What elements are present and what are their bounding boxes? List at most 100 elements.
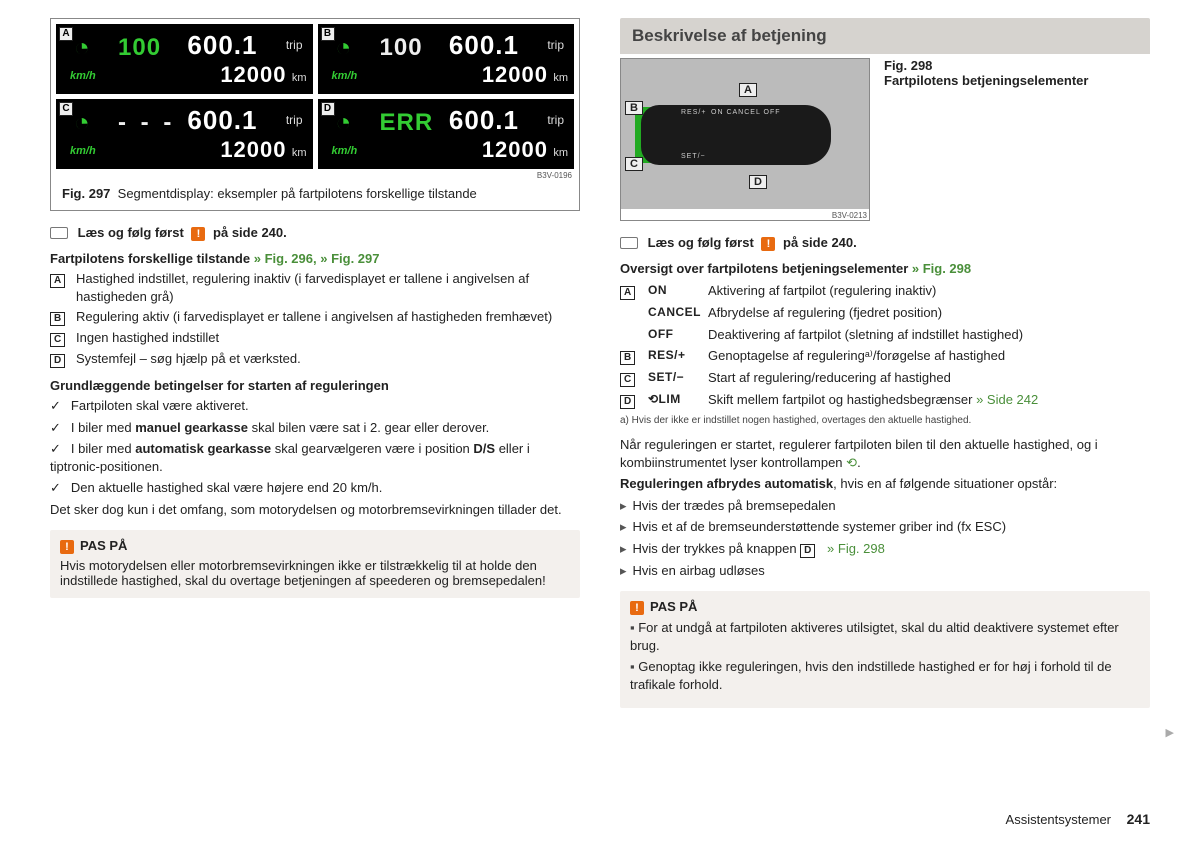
ref-fig297[interactable]: » Fig. 297 <box>320 251 379 266</box>
stalk-illustration: RES/+ ON CANCEL OFF SET/− A B C D <box>621 59 869 209</box>
condition-item: Fartpiloten skal være aktiveret. <box>50 397 580 415</box>
read-pre: Læs og følg først <box>648 235 754 250</box>
state-item: DSystemfejl – søg hjælp på et værksted. <box>50 350 580 368</box>
figure-298: RES/+ ON CANCEL OFF SET/− A B C D B3V-02… <box>620 58 870 221</box>
ctrl-desc: Aktivering af fartpilot (regulering inak… <box>708 282 1150 300</box>
ctrl-desc: Deaktivering af fartpilot (sletning af i… <box>708 326 1150 344</box>
break-item: Hvis en airbag udløses <box>620 562 1150 580</box>
warning-title-text: PAS PÅ <box>80 538 127 553</box>
overview-title-text: Oversigt over fartpilotens betjeningsele… <box>620 261 908 276</box>
warn-icon: ! <box>630 601 644 615</box>
read-post: på side 240. <box>213 225 287 240</box>
read-pre: Læs og følg først <box>78 225 184 240</box>
conditions-tail: Det sker dog kun i det omfang, som motor… <box>50 501 580 519</box>
states-title: Fartpilotens forskellige tilstande » Fig… <box>50 251 580 266</box>
ctrl-box: D <box>620 391 648 409</box>
figure-298-caption: Fig. 298 Fartpilotens betjeningselemente… <box>884 58 1150 221</box>
page-footer: Assistentsystemer 241 <box>1006 811 1150 827</box>
condition-item: Den aktuelle hastighed skal være højere … <box>50 479 580 497</box>
warning-title: ! PAS PÅ <box>60 538 570 554</box>
mark-d: D <box>749 175 767 189</box>
figure-297-caption: Fig. 297 Segmentdisplay: eksempler på fa… <box>56 180 574 205</box>
warn-item: Genoptag ikke reguleringen, hvis den ind… <box>630 658 1140 693</box>
ctrl-label: RES/+ <box>648 347 708 365</box>
stalk-oncancel: ON CANCEL OFF <box>711 109 781 116</box>
figure-298-wrap: RES/+ ON CANCEL OFF SET/− A B C D B3V-02… <box>620 58 1150 221</box>
states-list: AHastighed indstillet, regulering inakti… <box>50 270 580 368</box>
ctrl-label: SET/− <box>648 369 708 387</box>
overview-title: Oversigt over fartpilotens betjeningsele… <box>620 261 1150 276</box>
ref-fig296[interactable]: » Fig. 296, <box>254 251 317 266</box>
warning-title: ! PAS PÅ <box>630 599 1140 615</box>
ctrl-desc: Genoptagelse af reguleringᵃ⁾/forøgelse a… <box>708 347 1150 365</box>
conditions-title: Grundlæggende betingelser for starten af… <box>50 378 580 393</box>
ctrl-desc: Skift mellem fartpilot og hastighedsbegr… <box>708 391 1150 409</box>
fig-number: Fig. 297 <box>62 186 110 201</box>
break-item: Hvis der trykkes på knappen D » Fig. 298 <box>620 540 1150 558</box>
stalk-set: SET/− <box>681 153 706 160</box>
ctrl-desc: Afbrydelse af regulering (fjedret positi… <box>708 304 1150 322</box>
condition-item: I biler med automatisk gearkasse skal ge… <box>50 440 580 475</box>
states-title-text: Fartpilotens forskellige tilstande <box>50 251 250 266</box>
page-columns: A◔km/h100600.1trip12000kmB◔km/h100600.1t… <box>50 18 1150 708</box>
footer-page: 241 <box>1127 811 1150 827</box>
state-item: BRegulering aktiv (i farvedisplayet er t… <box>50 308 580 326</box>
ctrl-label: ⟲LIM <box>648 391 708 409</box>
ref-fig298[interactable]: » Fig. 298 <box>912 261 971 276</box>
warn-icon: ! <box>60 540 74 554</box>
overview-footnote: a) Hvis der ikke er indstillet nogen has… <box>620 415 1150 426</box>
mark-a: A <box>739 83 757 97</box>
warning-right: ! PAS PÅ For at undgå at fartpiloten akti… <box>620 591 1150 707</box>
warn-item: For at undgå at fartpiloten aktiveres ut… <box>630 619 1140 654</box>
lcd-panel-A: A◔km/h100600.1trip12000km <box>56 24 313 94</box>
ctrl-box: A <box>620 282 648 300</box>
break-item: Hvis der trædes på bremsepedalen <box>620 497 1150 515</box>
book-icon <box>50 227 68 239</box>
warn-icon: ! <box>191 227 205 241</box>
fig-caption-text: Segmentdisplay: eksempler på fartpiloten… <box>118 186 477 201</box>
ctrl-label: OFF <box>648 326 708 344</box>
mark-b: B <box>625 101 643 115</box>
ctrl-box <box>620 326 648 344</box>
mark-c: C <box>625 157 643 171</box>
ctrl-label: ON <box>648 282 708 300</box>
body-p2: Reguleringen afbrydes automatisk, hvis e… <box>620 475 1150 493</box>
fig298-title: Fartpilotens betjeningselementer <box>884 73 1150 88</box>
right-column: Beskrivelse af betjening RES/+ ON CANCEL… <box>620 18 1150 708</box>
lcd-panel-D: D◔km/hERR600.1trip12000km <box>318 99 575 169</box>
stalk-res: RES/+ <box>681 109 706 116</box>
warning-title-text: PAS PÅ <box>650 599 697 614</box>
book-icon <box>620 237 638 249</box>
warning-items: For at undgå at fartpiloten aktiveres ut… <box>630 619 1140 693</box>
read-first-right: Læs og følg først ! på side 240. <box>620 235 1150 251</box>
ctrl-box <box>620 304 648 322</box>
break-conditions: Hvis der trædes på bremsepedalen Hvis et … <box>620 497 1150 580</box>
read-post: på side 240. <box>783 235 857 250</box>
controls-table: AONAktivering af fartpilot (regulering i… <box>620 282 1150 409</box>
read-first-left: Læs og følg først ! på side 240. <box>50 225 580 241</box>
fig298-code: B3V-0213 <box>621 209 869 220</box>
figure-code: B3V-0196 <box>56 169 574 180</box>
break-item: Hvis et af de bremseunderstøttende syste… <box>620 518 1150 536</box>
warning-text: Hvis motorydelsen eller motorbremsevirkn… <box>60 558 570 588</box>
state-item: CIngen hastighed indstillet <box>50 329 580 347</box>
footer-section: Assistentsystemer <box>1006 812 1111 827</box>
ctrl-label: CANCEL <box>648 304 708 322</box>
conditions-list: Fartpiloten skal være aktiveret. I biler … <box>50 397 580 497</box>
ctrl-desc: Start af regulering/reducering af hastig… <box>708 369 1150 387</box>
lcd-panel-C: C◔km/h- - -600.1trip12000km <box>56 99 313 169</box>
warning-left: ! PAS PÅ Hvis motorydelsen eller motorbre… <box>50 530 580 598</box>
ctrl-box: B <box>620 347 648 365</box>
fig298-label: Fig. 298 <box>884 58 1150 73</box>
warn-icon: ! <box>761 237 775 251</box>
condition-item: I biler med manuel gearkasse skal bilen … <box>50 419 580 437</box>
state-item: AHastighed indstillet, regulering inakti… <box>50 270 580 305</box>
figure-297: A◔km/h100600.1trip12000kmB◔km/h100600.1t… <box>50 18 580 211</box>
left-column: A◔km/h100600.1trip12000kmB◔km/h100600.1t… <box>50 18 580 708</box>
lcd-grid: A◔km/h100600.1trip12000kmB◔km/h100600.1t… <box>56 24 574 169</box>
continue-icon: ▶ <box>1166 726 1174 739</box>
body-p1: Når reguleringen er startet, regulerer f… <box>620 436 1150 471</box>
lcd-panel-B: B◔km/h100600.1trip12000km <box>318 24 575 94</box>
ctrl-box: C <box>620 369 648 387</box>
section-heading: Beskrivelse af betjening <box>620 18 1150 54</box>
